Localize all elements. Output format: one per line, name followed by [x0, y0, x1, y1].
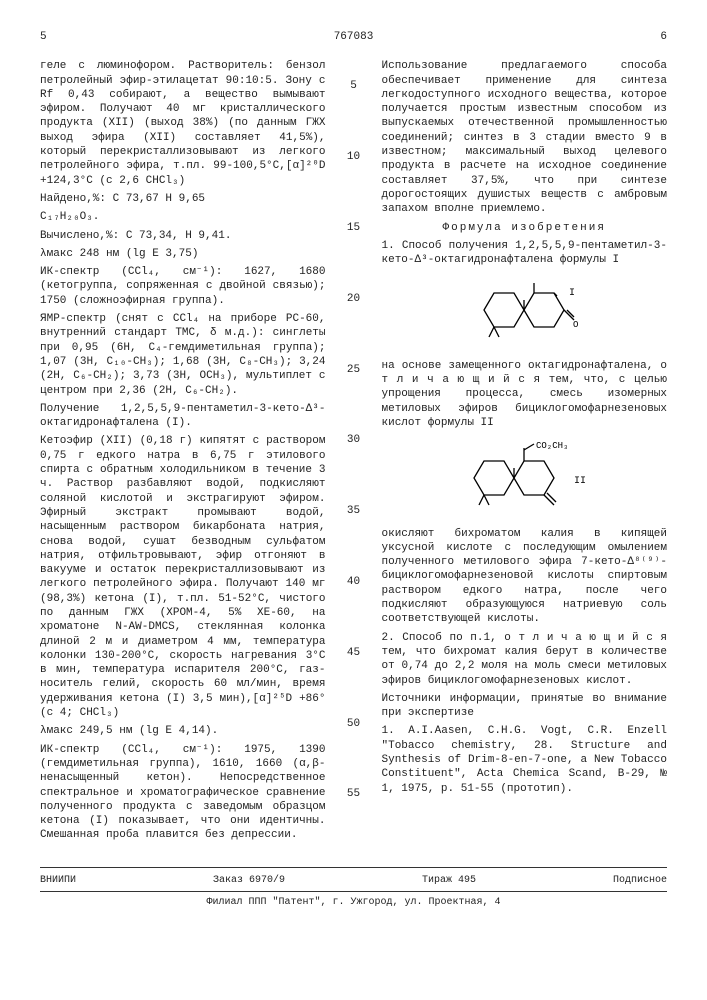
para: окисляют бихроматом калия в кипящей уксу…	[382, 527, 668, 627]
svg-text:O: O	[573, 320, 578, 330]
svg-text:II: II	[574, 476, 586, 487]
para: 1. A.I.Aasen, C.H.G. Vogt, C.R. Enzell "…	[382, 724, 668, 795]
line-no: 50	[344, 717, 364, 731]
footer-order: Заказ 6970/9	[213, 874, 285, 887]
para: Кетоэфир (XII) (0,18 г) кипятят с раство…	[40, 434, 326, 720]
svg-text:CO₂CH₃: CO₂CH₃	[536, 441, 568, 451]
para: 2. Способ по п.1, о т л и ч а ю щ и й с …	[382, 631, 668, 688]
para: Найдено,%: С 73,67 Н 9,65	[40, 192, 326, 206]
para: геле с люминофором. Растворитель: бензол…	[40, 59, 326, 188]
line-no: 25	[344, 363, 364, 377]
line-no: 10	[344, 150, 364, 164]
line-no: 45	[344, 646, 364, 660]
para: λмакс 249,5 нм (lg Ε 4,14).	[40, 724, 326, 738]
para: ИК-спектр (CCl₄, см⁻¹): 1627, 1680 (кето…	[40, 265, 326, 308]
line-no: 20	[344, 292, 364, 306]
left-column: геле с люминофором. Растворитель: бензол…	[40, 59, 326, 846]
section-title: Формула изобретения	[382, 221, 668, 235]
line-no: 55	[344, 787, 364, 801]
line-no: 30	[344, 433, 364, 447]
doc-number: 767083	[47, 30, 661, 44]
para: на основе замещенного октагидронафталена…	[382, 359, 668, 430]
para: 1. Способ получения 1,2,5,5,9-пентаметил…	[382, 239, 668, 268]
footer-line: ВНИИПИ Заказ 6970/9 Тираж 495 Подписное	[40, 874, 667, 887]
para: ЯМР-спектр (снят с CCl₄ на приборе РС-60…	[40, 312, 326, 398]
chemical-structure-icon: CO₂CH₃ II	[382, 438, 668, 518]
svg-text:I: I	[569, 288, 575, 299]
divider	[40, 891, 667, 892]
para: Использование предлагаемого способа обес…	[382, 59, 668, 216]
footer-sub: Подписное	[613, 874, 667, 887]
page-right: 6	[660, 30, 667, 44]
line-no: 40	[344, 575, 364, 589]
right-column: Использование предлагаемого способа обес…	[382, 59, 668, 846]
para: Источники информации, принятые во вниман…	[382, 692, 668, 721]
footer: ВНИИПИ Заказ 6970/9 Тираж 495 Подписное …	[40, 867, 667, 909]
text-columns: геле с люминофором. Растворитель: бензол…	[40, 59, 667, 846]
footer-org: ВНИИПИ	[40, 874, 76, 887]
chemical-structure-icon: O I	[382, 275, 668, 350]
line-no: 5	[344, 79, 364, 93]
footer-tirazh: Тираж 495	[422, 874, 476, 887]
para: Получение 1,2,5,5,9-пентаметил-3-кето-Δ³…	[40, 402, 326, 431]
line-no: 35	[344, 504, 364, 518]
para: ИК-спектр (CCl₄, см⁻¹): 1975, 1390 (гемд…	[40, 743, 326, 843]
para: Вычислено,%: С 73,34, Н 9,41.	[40, 229, 326, 243]
header: 5 767083 6	[40, 30, 667, 44]
page-left: 5	[40, 30, 47, 44]
footer-address: Филиал ППП "Патент", г. Ужгород, ул. Про…	[40, 896, 667, 909]
para: λмакс 248 нм (lg Ε 3,75)	[40, 247, 326, 261]
line-no: 15	[344, 221, 364, 235]
line-number-gutter: 5 10 15 20 25 30 35 40 45 50 55	[344, 59, 364, 846]
para: С₁₇Н₂₀О₃.	[40, 210, 326, 224]
